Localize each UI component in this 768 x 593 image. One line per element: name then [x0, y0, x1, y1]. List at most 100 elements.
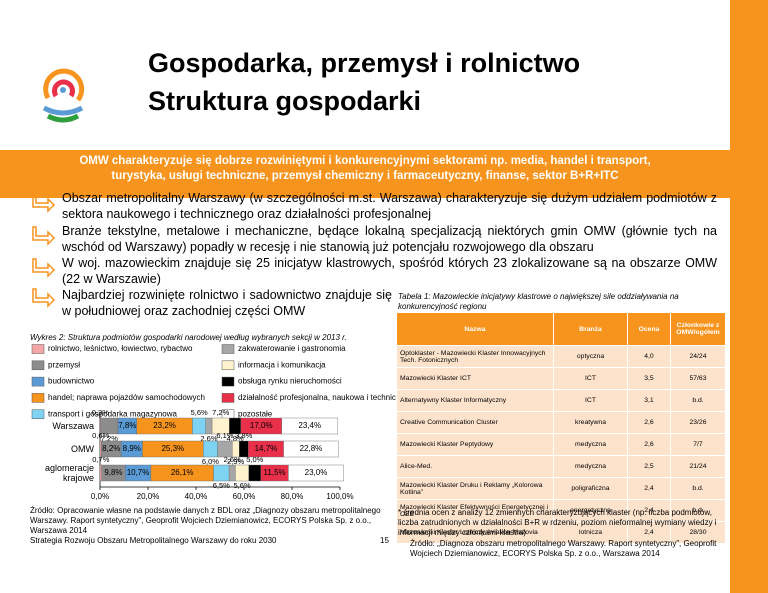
- table-cell: Mazowiecki Klaster Peptydowy: [396, 433, 554, 456]
- legend-swatch: [221, 360, 235, 371]
- chart-title: Wykres 2: Struktura podmiotów gospodarki…: [30, 333, 347, 342]
- table-cell: b.d.: [670, 477, 726, 500]
- legend-swatch: [31, 344, 45, 354]
- column-header: Nazwa: [396, 312, 554, 346]
- data-label: 8,2%: [102, 444, 120, 453]
- bar-segment: [202, 440, 218, 458]
- bullet: Branże tekstylne, metalowe i mechaniczne…: [62, 224, 717, 254]
- table-cell: ICT: [553, 389, 628, 412]
- table-cell: medyczna: [553, 433, 628, 456]
- table-cell: ICT: [553, 367, 628, 390]
- legend-label: pozostałe: [238, 409, 273, 418]
- data-label: 0,7%: [92, 455, 109, 464]
- data-label: 6,5%: [213, 481, 230, 490]
- table-row: Alice-Med. medyczna 2,5 21/24: [396, 455, 726, 478]
- x-tick-label: 40,0%: [185, 492, 208, 501]
- x-tick-label: 60,0%: [233, 492, 256, 501]
- chart-source: Strategia Rozwoju Obszaru Metropolitalne…: [30, 536, 277, 545]
- table-row: Creative Communication Cluster kreatywna 2…: [396, 411, 726, 434]
- table-cell: b.d.: [670, 499, 726, 522]
- data-label: 17,0%: [250, 421, 273, 430]
- table-cell: 28/30: [670, 521, 726, 544]
- subtitle: Struktura gospodarki: [148, 86, 422, 116]
- legend-swatch: [31, 360, 45, 371]
- table-cell: Alice-Med.: [396, 455, 554, 478]
- bar-segment: [205, 417, 213, 435]
- table-cell: Creative Communication Cluster: [396, 411, 554, 434]
- data-label: 5,6%: [191, 408, 208, 417]
- table-caption: Tabela 1: Mazowieckie inicjatywy klastro…: [398, 292, 679, 311]
- page-number: 15: [380, 536, 389, 545]
- table-cell: b.d.: [670, 389, 726, 412]
- data-label: 25,3%: [161, 444, 184, 453]
- legend-label: działalność profesjonalna, naukowa i tec…: [238, 393, 409, 402]
- legend-label: obsługa rynku nieruchomości: [238, 377, 342, 386]
- data-label: 5,6%: [234, 481, 251, 490]
- table-row: Optoklaster - Mazowiecki Klaster Innowac…: [396, 345, 726, 368]
- table-cell: 3,1: [627, 389, 671, 412]
- bullet: W woj. mazowieckim znajduje się 25 inicj…: [62, 256, 717, 286]
- table-cell: lotnicza: [553, 521, 628, 544]
- bar-segment: [213, 464, 230, 482]
- data-label: 22,8%: [300, 444, 323, 453]
- data-label: 4,8%: [227, 434, 244, 443]
- table: Nazwa Branża Ocena Członkowie z OMW/ogółem O…: [396, 312, 726, 544]
- table-cell: 2,5: [627, 455, 671, 478]
- table-source: Źródło: „Diagnoza obszaru metropolitalne…: [410, 539, 717, 558]
- table-row: Mazowiecki Klaster ICT ICT 3,5 57/63: [396, 367, 726, 390]
- x-tick-label: 20,0%: [137, 492, 160, 501]
- legend-swatch: [31, 409, 45, 419]
- legend-swatch: [31, 393, 45, 403]
- data-label: 0,3%: [92, 408, 109, 417]
- table-cell: Mazowiecki Klaster Druku i Reklamy „Kolo…: [396, 477, 554, 500]
- bar-segment: [288, 464, 344, 482]
- table-cell: medyczna: [553, 455, 628, 478]
- data-label: 8,9%: [123, 444, 141, 453]
- data-label: 23,0%: [305, 468, 328, 477]
- table-cell: 23/26: [670, 411, 726, 434]
- table-cell: Mazowiecki Klaster Efektywności Energety…: [396, 499, 554, 522]
- table-cell: 4,0: [627, 345, 671, 368]
- legend-swatch: [221, 344, 235, 354]
- data-label: 2,6%: [224, 455, 241, 464]
- legend-label: handel; naprawa pojazdów samochodowych: [48, 393, 205, 402]
- data-label: 14,7%: [255, 444, 278, 453]
- table-cell: 24/24: [670, 345, 726, 368]
- table-cell: 2,6: [627, 411, 671, 434]
- data-label: 2,9%: [227, 457, 244, 466]
- data-label: 3,8%: [235, 431, 252, 440]
- data-label: 23,4%: [298, 421, 321, 430]
- data-label: 2,6%: [200, 434, 217, 443]
- table-cell: 2,4: [627, 477, 671, 500]
- logo: [42, 68, 85, 123]
- legend-label: przemysł: [48, 360, 80, 369]
- data-label: 23,2%: [153, 421, 176, 430]
- side-strip: [730, 0, 768, 593]
- title: Gospodarka, przemysł i rolnictwo: [148, 48, 581, 78]
- category-label: Warszawa: [52, 421, 94, 431]
- data-label: 10,7%: [127, 468, 150, 477]
- table-cell: 3,5: [627, 367, 671, 390]
- category-label: aglomeracje krajowe: [44, 463, 94, 483]
- column-header: Członkowie z OMW/ogółem: [670, 312, 726, 346]
- data-label: 6,1%: [216, 431, 233, 440]
- table-cell: 21/24: [670, 455, 726, 478]
- table-row: Mazowiecki Klaster Lotniczy Aviation Maz…: [396, 521, 726, 544]
- bar-segment: [99, 464, 102, 482]
- bullet: Obszar metropolitalny Warszawy (w szczeg…: [62, 191, 717, 221]
- table-cell: 2,4: [627, 521, 671, 544]
- table-row: Mazowiecki Klaster Peptydowy medyczna 2,6 7…: [396, 433, 726, 456]
- bar-segment: [248, 464, 262, 482]
- legend-label: rolnictwo, leśnictwo, łowiectwo, rybactw…: [48, 344, 193, 353]
- legend-swatch: [221, 393, 235, 403]
- table-cell: kreatywna: [553, 411, 628, 434]
- table-cell: 57/63: [670, 367, 726, 390]
- table-cell: Mazowiecki Klaster Lotniczy Aviation Maz…: [396, 521, 554, 544]
- chart-source: Źródło: Opracowanie własne na podstawie …: [30, 506, 381, 535]
- data-label: 26,1%: [171, 468, 194, 477]
- data-label: 11,5%: [264, 468, 286, 477]
- legend-label: transport i gospodarka magazynowa: [48, 409, 178, 418]
- table-row: Mazowiecki Klaster Efektywności Energety…: [396, 499, 726, 522]
